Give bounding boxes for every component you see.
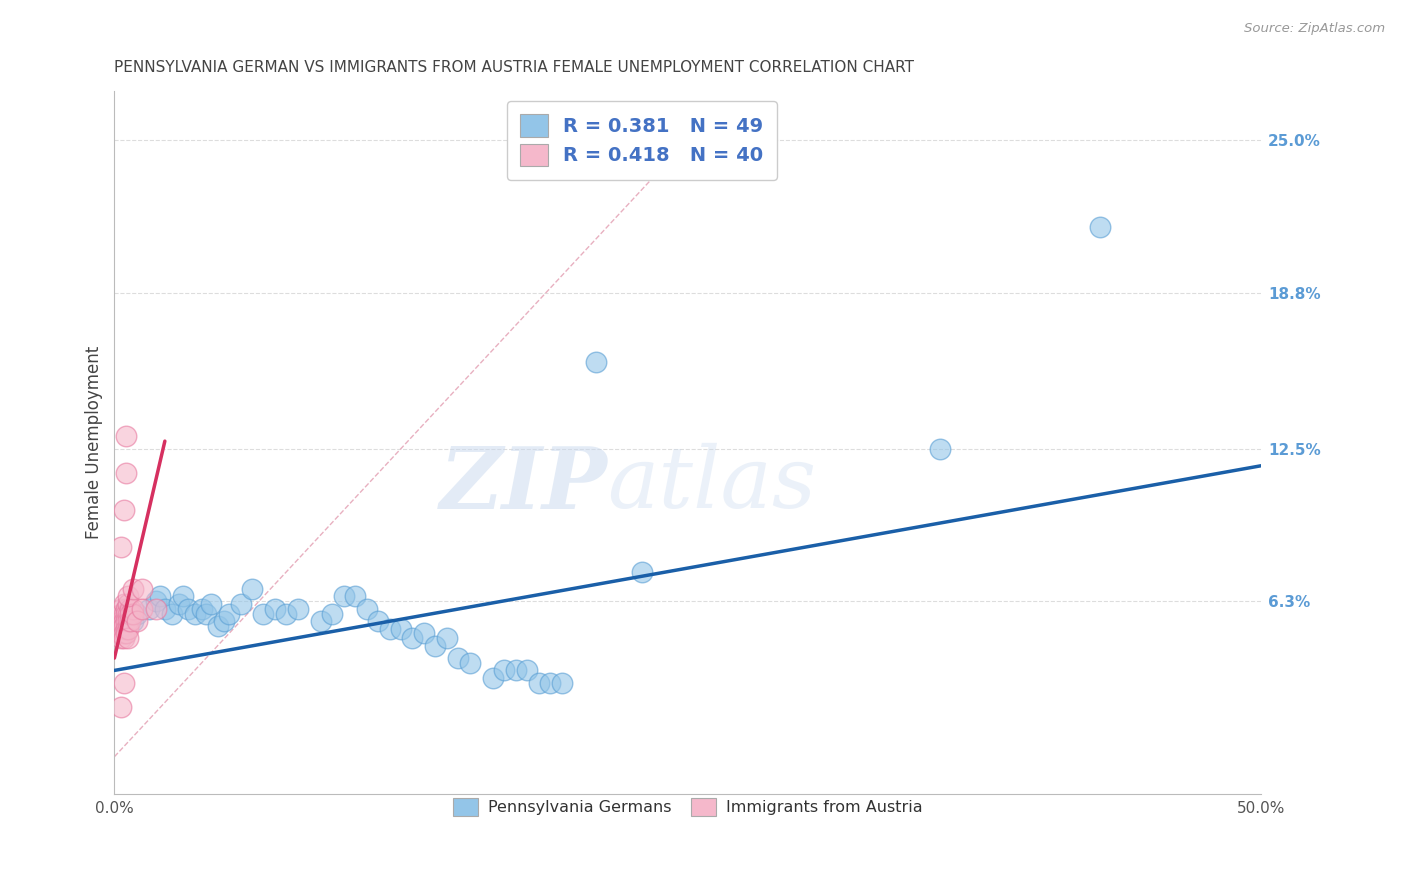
Point — [145, 594, 167, 608]
Point — [112, 619, 135, 633]
Point — [117, 607, 139, 621]
Point — [112, 607, 135, 621]
Point — [110, 700, 132, 714]
Point — [356, 601, 378, 615]
Point — [145, 601, 167, 615]
Point — [112, 632, 135, 646]
Point — [344, 590, 367, 604]
Point — [190, 601, 212, 615]
Text: Source: ZipAtlas.com: Source: ZipAtlas.com — [1244, 22, 1385, 36]
Point — [112, 614, 135, 628]
Point — [110, 540, 132, 554]
Point — [121, 607, 143, 621]
Point — [928, 442, 950, 456]
Point — [481, 671, 503, 685]
Point — [425, 639, 447, 653]
Point — [115, 614, 138, 628]
Point — [121, 582, 143, 596]
Point — [218, 607, 240, 621]
Point — [138, 601, 160, 615]
Point — [112, 503, 135, 517]
Point — [550, 675, 572, 690]
Point — [112, 597, 135, 611]
Point — [110, 626, 132, 640]
Point — [117, 614, 139, 628]
Text: atlas: atlas — [607, 443, 817, 526]
Point — [229, 597, 252, 611]
Point — [276, 607, 298, 621]
Point — [149, 590, 172, 604]
Point — [1090, 219, 1112, 234]
Point — [436, 632, 458, 646]
Point — [120, 614, 142, 628]
Point — [115, 626, 138, 640]
Point — [110, 601, 132, 615]
Point — [160, 607, 183, 621]
Legend: Pennsylvania Germans, Immigrants from Austria: Pennsylvania Germans, Immigrants from Au… — [444, 790, 931, 824]
Point — [287, 601, 309, 615]
Point — [214, 614, 236, 628]
Point — [115, 622, 138, 636]
Point — [115, 607, 138, 621]
Point — [131, 601, 153, 615]
Point — [167, 597, 190, 611]
Point — [115, 429, 138, 443]
Point — [110, 622, 132, 636]
Point — [127, 607, 149, 621]
Point — [309, 614, 332, 628]
Point — [527, 675, 550, 690]
Point — [585, 355, 607, 369]
Point — [115, 601, 138, 615]
Point — [120, 607, 142, 621]
Point — [264, 601, 287, 615]
Point — [195, 607, 218, 621]
Point — [117, 597, 139, 611]
Point — [115, 466, 138, 480]
Point — [447, 651, 470, 665]
Point — [183, 607, 205, 621]
Point — [127, 614, 149, 628]
Point — [112, 626, 135, 640]
Point — [172, 590, 194, 604]
Point — [121, 614, 143, 628]
Point — [117, 590, 139, 604]
Point — [110, 619, 132, 633]
Point — [413, 626, 436, 640]
Point — [240, 582, 263, 596]
Point — [252, 607, 274, 621]
Point — [538, 675, 561, 690]
Point — [121, 601, 143, 615]
Point — [153, 601, 176, 615]
Y-axis label: Female Unemployment: Female Unemployment — [86, 346, 103, 539]
Text: PENNSYLVANIA GERMAN VS IMMIGRANTS FROM AUSTRIA FEMALE UNEMPLOYMENT CORRELATION C: PENNSYLVANIA GERMAN VS IMMIGRANTS FROM A… — [114, 60, 914, 75]
Point — [401, 632, 423, 646]
Point — [321, 607, 343, 621]
Point — [505, 664, 527, 678]
Point — [131, 582, 153, 596]
Point — [120, 601, 142, 615]
Point — [110, 614, 132, 628]
Point — [207, 619, 229, 633]
Point — [378, 622, 401, 636]
Point — [516, 664, 538, 678]
Point — [117, 632, 139, 646]
Text: ZIP: ZIP — [440, 442, 607, 526]
Point — [110, 607, 132, 621]
Point — [110, 632, 132, 646]
Point — [177, 601, 200, 615]
Point — [332, 590, 354, 604]
Point — [115, 601, 138, 615]
Point — [389, 622, 412, 636]
Point — [630, 565, 652, 579]
Point — [117, 622, 139, 636]
Point — [367, 614, 389, 628]
Point — [494, 664, 516, 678]
Point — [112, 675, 135, 690]
Point — [200, 597, 222, 611]
Point — [458, 656, 481, 670]
